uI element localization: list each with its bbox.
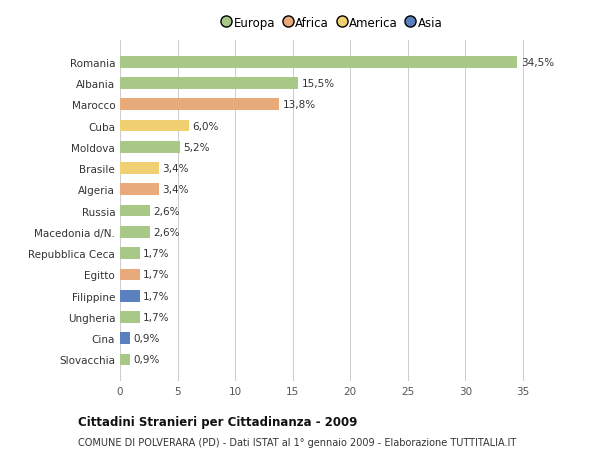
Text: 0,9%: 0,9% — [134, 334, 160, 343]
Bar — [120, 163, 159, 174]
Bar — [120, 290, 140, 302]
Bar — [120, 227, 150, 238]
Bar — [120, 120, 189, 132]
Bar — [120, 184, 159, 196]
Text: 3,4%: 3,4% — [163, 164, 189, 174]
Text: 2,6%: 2,6% — [154, 206, 180, 216]
Bar — [120, 78, 298, 90]
Text: 1,7%: 1,7% — [143, 270, 170, 280]
Text: 3,4%: 3,4% — [163, 185, 189, 195]
Text: 1,7%: 1,7% — [143, 312, 170, 322]
Bar — [120, 205, 150, 217]
Text: Cittadini Stranieri per Cittadinanza - 2009: Cittadini Stranieri per Cittadinanza - 2… — [78, 415, 358, 428]
Text: 13,8%: 13,8% — [283, 100, 316, 110]
Text: 1,7%: 1,7% — [143, 249, 170, 258]
Text: COMUNE DI POLVERARA (PD) - Dati ISTAT al 1° gennaio 2009 - Elaborazione TUTTITAL: COMUNE DI POLVERARA (PD) - Dati ISTAT al… — [78, 437, 516, 447]
Bar — [120, 269, 140, 280]
Bar — [120, 354, 130, 365]
Text: 15,5%: 15,5% — [302, 79, 335, 89]
Bar — [120, 142, 180, 153]
Text: 34,5%: 34,5% — [521, 57, 554, 67]
Text: 2,6%: 2,6% — [154, 227, 180, 237]
Text: 5,2%: 5,2% — [184, 142, 210, 152]
Bar — [120, 99, 279, 111]
Bar — [120, 57, 517, 68]
Legend: Europa, Africa, America, Asia: Europa, Africa, America, Asia — [220, 13, 446, 33]
Bar — [120, 248, 140, 259]
Bar — [120, 311, 140, 323]
Text: 1,7%: 1,7% — [143, 291, 170, 301]
Text: 0,9%: 0,9% — [134, 355, 160, 365]
Text: 6,0%: 6,0% — [193, 121, 219, 131]
Bar — [120, 333, 130, 344]
